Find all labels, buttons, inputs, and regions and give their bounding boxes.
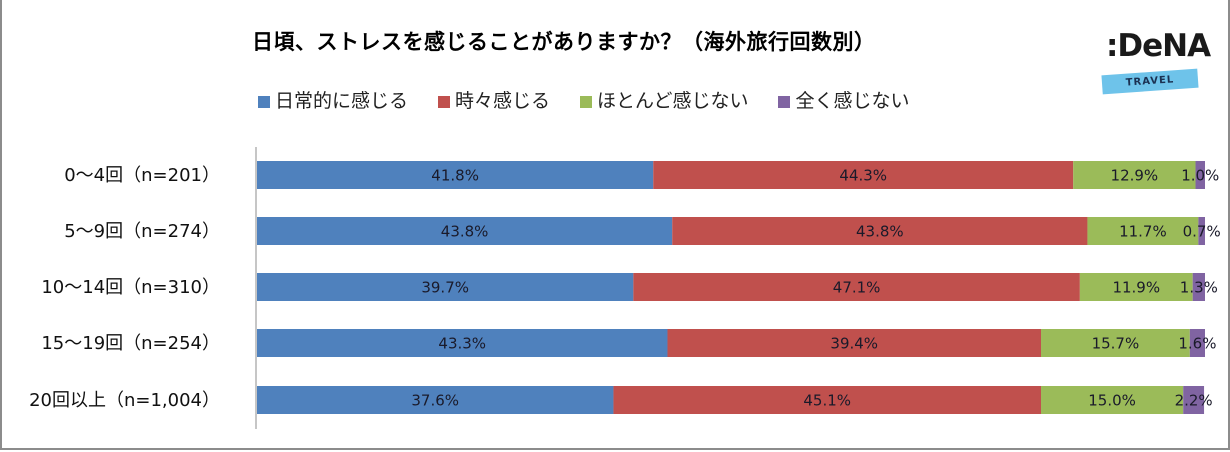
bar-segment [257,386,614,414]
bar-segment [1198,217,1205,245]
bar-segment [257,273,634,301]
bar-segment [257,329,668,357]
category-label: 20回以上（n=1,004） [29,390,220,411]
value-label: 15.7% [1092,335,1140,353]
category-label: 0～4回（n=201） [64,165,220,186]
legend-label: 全く感じない [795,90,910,112]
value-label: 43.8% [856,223,904,241]
value-label: 44.3% [839,167,887,185]
value-label: 1.3% [1180,279,1218,297]
bar-segment [1087,217,1199,245]
value-label: 11.7% [1119,223,1167,241]
value-label: 15.0% [1088,392,1136,410]
bar-segment [653,161,1074,189]
chart-legend: 日常的に感じる 時々感じる ほとんど感じない 全く感じない [258,86,939,113]
bar-segment [1079,273,1193,301]
legend-item: ほとんど感じない [580,86,748,113]
value-label: 47.1% [833,279,881,297]
bar-segment [1040,386,1184,414]
legend-item: 日常的に感じる [258,86,408,113]
dena-travel-logo: :DeNA TRAVEL [1100,28,1211,100]
value-label: 37.6% [411,392,459,410]
logo-brand: :DeNA [1106,28,1211,64]
value-label: 43.8% [441,223,489,241]
legend-item: 全く感じない [778,86,909,113]
value-label: 2.2% [1175,392,1213,410]
value-label: 45.1% [803,392,851,410]
value-label: 1.0% [1181,167,1219,185]
bar-segment [257,161,654,189]
bar-segment [1040,329,1190,357]
bar-segment [672,217,1088,245]
bar-segment [613,386,1041,414]
legend-item: 時々感じる [438,86,550,113]
legend-swatch [258,95,270,108]
legend-label: 時々感じる [455,90,551,112]
bar-segment [257,217,673,245]
category-label: 15～19回（n=254） [41,333,220,354]
bar-segment [1189,329,1205,357]
bar-segment [1073,161,1196,189]
bar-segment [1183,386,1205,414]
bar-segment [1195,161,1205,189]
value-label: 1.6% [1178,335,1216,353]
legend-label: 日常的に感じる [275,90,409,112]
value-label: 41.8% [431,167,479,185]
bar-segment [1192,273,1205,301]
value-label: 0.7% [1183,223,1221,241]
legend-swatch [580,95,593,108]
legend-swatch [438,95,451,108]
value-label: 39.4% [830,335,878,353]
bar-segment [667,329,1041,357]
legend-swatch [778,95,791,108]
bar-segment [633,273,1080,301]
category-label: 10～14回（n=310） [41,277,220,298]
legend-label: ほとんど感じない [597,90,749,112]
category-label: 5～9回（n=274） [64,221,220,242]
chart-title: 日頃、ストレスを感じることがありますか？（海外旅行回数別） [252,30,876,54]
value-label: 43.3% [438,335,486,353]
value-label: 39.7% [421,279,469,297]
value-label: 11.9% [1112,279,1160,297]
value-label: 12.9% [1111,167,1159,185]
